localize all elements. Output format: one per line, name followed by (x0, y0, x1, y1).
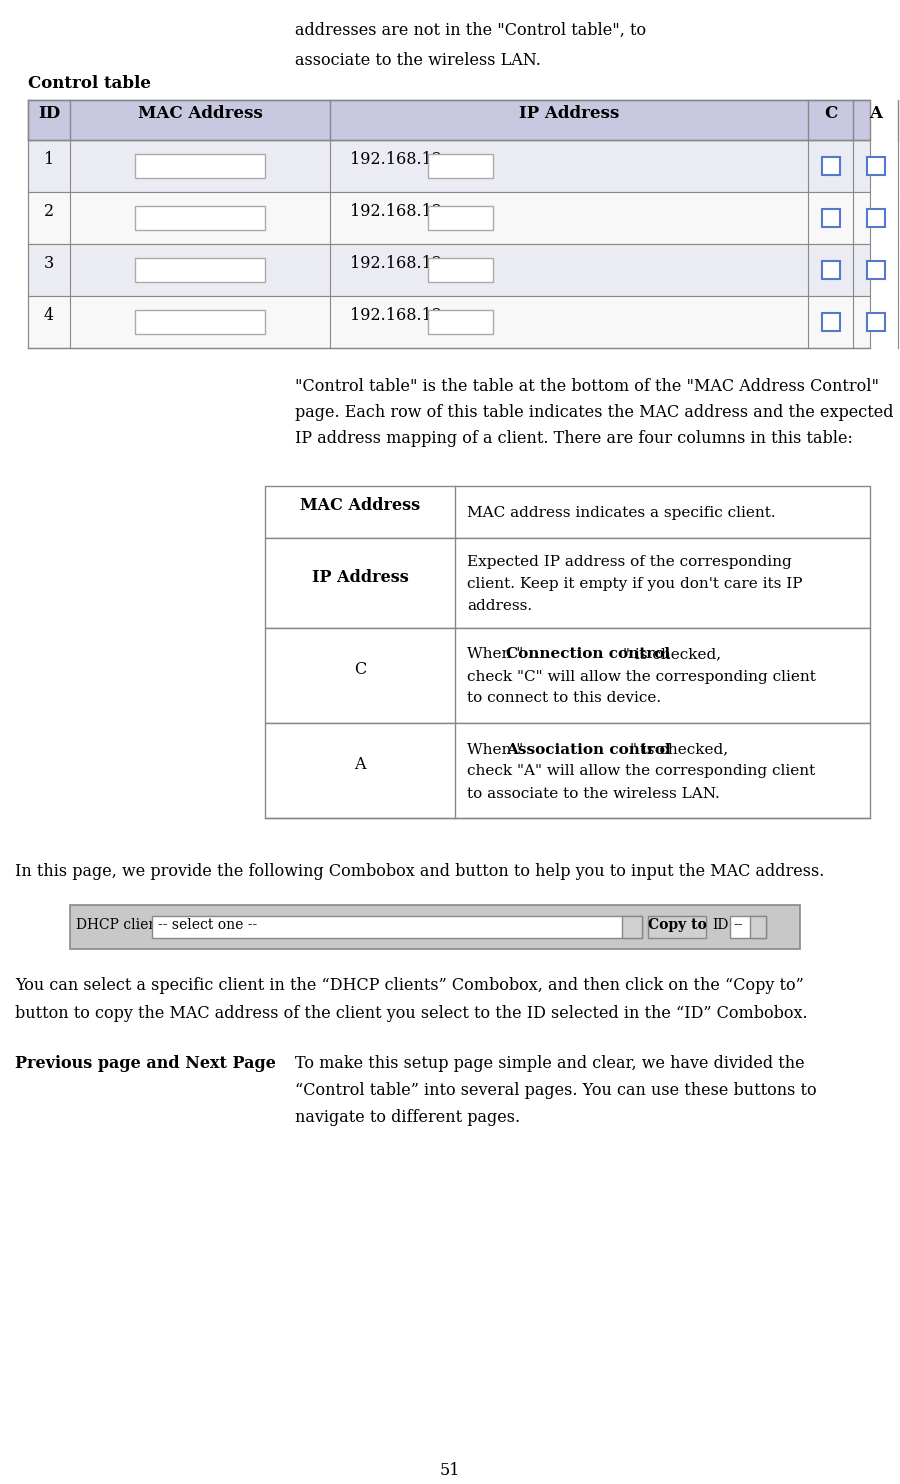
Text: C: C (824, 105, 837, 123)
Bar (135, 154, 265, 178)
Bar (70, 905, 800, 948)
Text: Expected IP address of the corresponding: Expected IP address of the corresponding (467, 555, 792, 568)
Text: Connection control: Connection control (506, 647, 670, 662)
Text: addresses are not in the "Control table", to: addresses are not in the "Control table"… (295, 22, 646, 39)
Text: 192.168.12.: 192.168.12. (350, 203, 447, 221)
Text: address.: address. (467, 600, 532, 613)
Text: C: C (354, 660, 366, 678)
Text: ▼: ▼ (754, 922, 761, 932)
Text: check "A" will allow the corresponding client: check "A" will allow the corresponding c… (467, 764, 815, 779)
Text: " is checked,: " is checked, (629, 742, 727, 757)
Text: to connect to this device.: to connect to this device. (467, 692, 662, 705)
Text: IP address mapping of a client. There are four columns in this table:: IP address mapping of a client. There ar… (295, 430, 853, 447)
Bar (28, 191, 870, 243)
Text: Copy to: Copy to (648, 919, 706, 932)
Bar (152, 916, 642, 938)
Bar (622, 916, 642, 938)
Text: ▼: ▼ (628, 922, 635, 932)
Bar (822, 209, 840, 227)
Bar (428, 206, 493, 230)
Bar (428, 310, 493, 334)
Text: “Control table” into several pages. You can use these buttons to: “Control table” into several pages. You … (295, 1082, 816, 1100)
Text: 192.168.12.: 192.168.12. (350, 151, 447, 169)
Bar (867, 261, 885, 279)
Bar (648, 916, 706, 938)
Text: You can select a specific client in the “DHCP clients” Combobox, and then click : You can select a specific client in the … (15, 976, 804, 994)
Text: ID: ID (38, 105, 60, 123)
Text: 1: 1 (44, 151, 54, 169)
Text: To make this setup page simple and clear, we have divided the: To make this setup page simple and clear… (295, 1055, 805, 1071)
Text: "Control table" is the table at the bottom of the "MAC Address Control": "Control table" is the table at the bott… (295, 378, 879, 395)
Text: -- select one --: -- select one -- (158, 919, 257, 932)
Text: 2: 2 (44, 203, 54, 221)
Bar (28, 139, 870, 191)
Bar (265, 628, 870, 723)
Text: A: A (869, 105, 882, 123)
Text: When ": When " (467, 742, 523, 757)
Text: Association control: Association control (506, 742, 670, 757)
Bar (265, 539, 870, 628)
Text: button to copy the MAC address of the client you select to the ID selected in th: button to copy the MAC address of the cl… (15, 1005, 807, 1022)
Bar (822, 261, 840, 279)
Bar (135, 310, 265, 334)
Text: MAC address indicates a specific client.: MAC address indicates a specific client. (467, 506, 776, 519)
Text: associate to the wireless LAN.: associate to the wireless LAN. (295, 52, 541, 68)
Text: MAC Address: MAC Address (300, 497, 420, 515)
Text: When ": When " (467, 647, 523, 662)
Bar (265, 723, 870, 818)
Text: In this page, we provide the following Combobox and button to help you to input : In this page, we provide the following C… (15, 864, 824, 880)
Bar (867, 157, 885, 175)
Text: DHCP clients: DHCP clients (76, 919, 170, 932)
Text: 4: 4 (44, 307, 54, 325)
Bar (28, 295, 870, 349)
Bar (428, 154, 493, 178)
Text: MAC Address: MAC Address (138, 105, 263, 123)
Bar (28, 243, 870, 295)
Text: 192.168.12.: 192.168.12. (350, 307, 447, 325)
Bar (730, 916, 766, 938)
Bar (822, 157, 840, 175)
Text: 3: 3 (44, 255, 54, 273)
Text: Control table: Control table (28, 76, 151, 92)
Bar (135, 258, 265, 282)
Text: IP Address: IP Address (519, 105, 619, 123)
Text: check "C" will allow the corresponding client: check "C" will allow the corresponding c… (467, 669, 816, 684)
Bar (750, 916, 766, 938)
Text: ID: ID (712, 919, 728, 932)
Text: Previous page and Next Page: Previous page and Next Page (15, 1055, 276, 1071)
Text: 51: 51 (440, 1462, 460, 1480)
Text: --: -- (733, 919, 742, 932)
Bar (265, 485, 870, 539)
Bar (28, 99, 870, 139)
Text: client. Keep it empty if you don't care its IP: client. Keep it empty if you don't care … (467, 577, 803, 591)
Text: navigate to different pages.: navigate to different pages. (295, 1109, 520, 1126)
Bar (135, 206, 265, 230)
Text: IP Address: IP Address (311, 568, 409, 586)
Bar (867, 209, 885, 227)
Text: to associate to the wireless LAN.: to associate to the wireless LAN. (467, 787, 720, 800)
Text: " is checked,: " is checked, (623, 647, 721, 662)
Bar (822, 313, 840, 331)
Text: 192.168.12.: 192.168.12. (350, 255, 447, 273)
Text: page. Each row of this table indicates the MAC address and the expected: page. Each row of this table indicates t… (295, 404, 894, 421)
Bar (867, 313, 885, 331)
Bar (428, 258, 493, 282)
Text: A: A (355, 755, 365, 773)
